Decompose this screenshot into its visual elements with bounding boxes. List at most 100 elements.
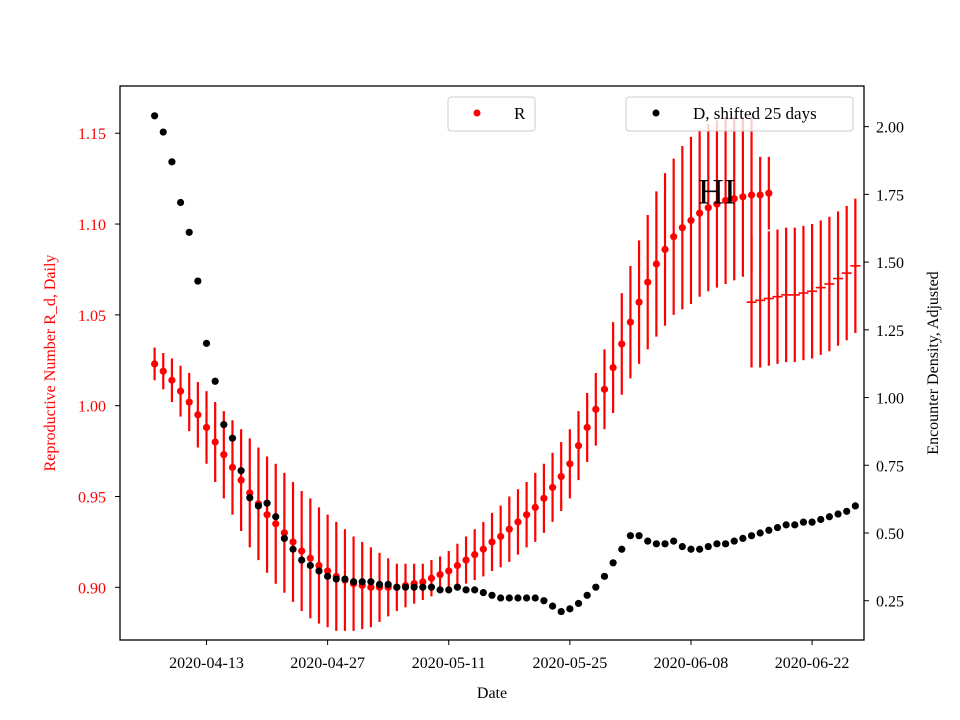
x-tick-label: 2020-05-11 xyxy=(412,655,486,672)
legend-r: R xyxy=(447,96,536,132)
r-point xyxy=(453,561,461,570)
d-point xyxy=(825,513,833,521)
d-point xyxy=(349,578,358,586)
r-point xyxy=(228,463,237,472)
r-point xyxy=(202,423,211,432)
r-point xyxy=(574,442,583,450)
d-point xyxy=(721,540,730,548)
r-point xyxy=(211,438,219,446)
r-point xyxy=(600,385,609,393)
y-right-tick-label: 0.25 xyxy=(876,594,904,611)
d-point xyxy=(583,591,591,599)
r-point xyxy=(514,518,522,526)
d-point xyxy=(427,583,436,591)
d-point xyxy=(306,561,314,570)
r-point xyxy=(531,503,539,512)
d-point xyxy=(834,510,842,518)
d-point xyxy=(419,583,427,591)
d-point xyxy=(272,513,280,521)
x-tick-label: 2020-06-22 xyxy=(775,655,850,672)
d-point xyxy=(773,523,782,532)
d-point xyxy=(341,575,349,583)
d-point xyxy=(315,567,323,575)
d-point xyxy=(497,594,505,602)
x-axis-title: Date xyxy=(477,685,507,702)
r-point xyxy=(644,278,652,286)
plot-frame xyxy=(119,85,865,641)
d-point xyxy=(471,586,479,594)
d-point xyxy=(765,526,773,534)
y-axis-left-title: Reproductive Number R_d, Daily xyxy=(42,255,59,472)
d-point xyxy=(246,494,254,502)
r-point xyxy=(159,367,167,375)
legend-d-label: D, shifted 25 days xyxy=(693,104,817,123)
d-point xyxy=(159,128,167,136)
r-point xyxy=(661,245,669,254)
d-point xyxy=(791,521,799,529)
legend-r-marker xyxy=(473,109,481,117)
y-right-tick-label: 2.00 xyxy=(876,120,904,137)
d-point xyxy=(531,594,539,602)
d-point xyxy=(453,583,461,591)
r-point xyxy=(462,556,470,564)
r-point xyxy=(704,204,712,212)
d-point xyxy=(280,534,288,543)
r-point xyxy=(272,520,280,528)
r-point xyxy=(237,476,245,484)
d-point xyxy=(151,112,159,120)
d-point xyxy=(332,575,340,583)
r-point xyxy=(289,538,297,546)
d-point xyxy=(843,507,851,515)
d-point xyxy=(375,580,384,589)
d-point xyxy=(782,521,790,529)
d-point xyxy=(393,583,401,591)
r-point xyxy=(263,511,271,519)
d-point xyxy=(263,499,271,507)
d-point xyxy=(696,545,704,553)
legend-r-label: R xyxy=(514,104,526,123)
y-right-tick-label: 0.75 xyxy=(876,458,904,475)
d-point xyxy=(609,559,617,567)
d-point xyxy=(211,377,219,385)
d-point xyxy=(678,542,686,551)
r-point xyxy=(696,209,704,217)
y-right-tick-label: 1.00 xyxy=(876,391,904,408)
d-point xyxy=(540,597,548,605)
y-left-tick-label: 0.95 xyxy=(78,490,106,507)
d-point xyxy=(401,583,410,591)
d-point xyxy=(523,594,531,602)
r-point xyxy=(557,472,565,481)
r-point xyxy=(652,260,660,268)
legend-r-box xyxy=(447,96,536,132)
r-point xyxy=(678,224,686,232)
d-point xyxy=(410,583,418,591)
r-point xyxy=(479,545,487,553)
y-left-tick-label: 1.10 xyxy=(78,217,106,234)
r-point xyxy=(298,547,306,555)
legend-d-marker xyxy=(652,109,660,117)
r-point xyxy=(739,193,747,201)
r-point xyxy=(419,578,427,586)
r-point xyxy=(471,551,479,559)
r-point xyxy=(185,398,193,406)
d-point xyxy=(194,277,202,285)
d-point xyxy=(220,421,228,429)
d-point xyxy=(185,228,193,236)
d-point xyxy=(747,532,756,540)
d-point xyxy=(202,339,211,347)
r-point xyxy=(721,196,730,205)
r-point xyxy=(592,405,600,413)
d-point xyxy=(324,572,332,580)
r-point xyxy=(280,529,288,537)
d-point xyxy=(704,542,712,551)
y-right-tick-label: 1.50 xyxy=(876,255,904,272)
r-point xyxy=(756,191,764,199)
annotation-hi: HI xyxy=(698,171,736,211)
y-left-tick-label: 1.05 xyxy=(78,308,106,325)
d-point xyxy=(644,537,652,545)
r-point xyxy=(670,233,678,241)
d-point xyxy=(808,518,816,526)
r-point xyxy=(427,574,436,582)
d-point xyxy=(514,594,522,602)
x-tick-label: 2020-05-25 xyxy=(533,655,608,672)
